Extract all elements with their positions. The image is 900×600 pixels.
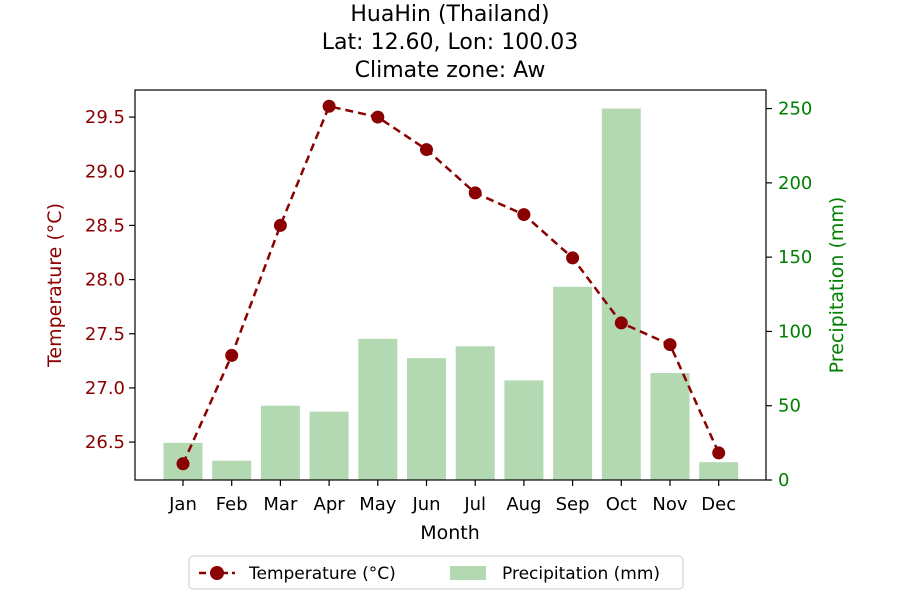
temperature-line (181, 104, 720, 465)
temperature-point-jul (468, 186, 482, 200)
left-tick-label: 26.5 (85, 432, 125, 453)
left-tick-label: 28.0 (85, 270, 125, 291)
temperature-point-sep (566, 251, 580, 265)
precipitation-bar-sep (553, 286, 593, 480)
temperature-point-dec (712, 446, 726, 460)
temperature-point-jan (176, 457, 190, 471)
x-tick-label: Jun (411, 494, 440, 515)
precipitation-bar-apr (309, 411, 349, 480)
legend-temperature-label: Temperature (°C) (248, 564, 396, 584)
x-axis-label: Month (420, 522, 480, 544)
chart-title: HuaHin (Thailand) Lat: 12.60, Lon: 100.0… (322, 2, 578, 83)
right-tick-label: 200 (778, 173, 812, 194)
left-y-axis-label: Temperature (°C) (44, 203, 66, 368)
left-tick-label: 29.5 (85, 107, 125, 128)
temperature-point-jun (420, 143, 433, 157)
precipitation-bar-dec (699, 462, 739, 480)
x-tick-label: Oct (606, 494, 637, 515)
left-tick-label: 29.0 (85, 161, 125, 182)
left-tick-label: 28.5 (85, 215, 125, 236)
x-tick-label: Jan (168, 494, 197, 515)
right-tick-label: 50 (778, 396, 801, 417)
precipitation-bar-aug (504, 380, 544, 480)
precipitation-bar-feb (212, 460, 252, 480)
left-tick-label: 27.5 (85, 324, 125, 345)
x-tick-label: May (359, 494, 397, 515)
precipitation-bar-mar (260, 405, 300, 480)
right-y-axis-label: Precipitation (mm) (826, 197, 848, 374)
temperature-point-may (371, 110, 385, 124)
left-y-axis: 26.5 27.0 27.5 28.0 28.5 29.0 29.5 (85, 107, 135, 453)
precipitation-bar-oct (601, 108, 641, 481)
precipitation-bar-nov (650, 373, 690, 480)
temperature-point-feb (225, 348, 239, 362)
x-tick-label: Feb (216, 494, 248, 515)
x-tick-label: Jul (463, 494, 486, 515)
x-axis: Jan Feb Mar Apr May Jun Jul Aug Sep Oct Nov Dec (168, 480, 736, 515)
legend-frame (188, 555, 684, 590)
x-tick-label: Sep (556, 494, 590, 515)
left-tick-label: 27.0 (85, 378, 125, 399)
legend: Temperature (°C) Precipitation (mm) (188, 555, 684, 590)
legend-precipitation-swatch (450, 566, 486, 580)
plot-frame (134, 89, 767, 481)
precipitation-bars (163, 108, 739, 481)
temperature-point-aug (517, 208, 531, 222)
precipitation-bar-jul (455, 346, 495, 480)
precipitation-bar-jun (407, 358, 446, 480)
temperature-point-apr (322, 99, 336, 113)
right-tick-label: 0 (778, 470, 789, 491)
legend-temperature-marker (210, 566, 224, 580)
x-tick-label: Mar (263, 494, 298, 515)
title-line-coordinates: Lat: 12.60, Lon: 100.03 (322, 30, 578, 55)
temperature-series (176, 99, 726, 471)
right-tick-label: 250 (778, 99, 812, 120)
right-tick-label: 150 (778, 247, 812, 268)
x-tick-label: Aug (506, 494, 541, 515)
temperature-point-mar (273, 218, 287, 232)
temperature-point-oct (614, 316, 628, 330)
x-tick-label: Dec (701, 494, 736, 515)
x-tick-label: Nov (652, 494, 687, 515)
title-line-location: HuaHin (Thailand) (350, 2, 549, 27)
right-tick-label: 100 (778, 321, 812, 342)
legend-precipitation-label: Precipitation (mm) (502, 564, 660, 584)
temperature-point-nov (663, 338, 677, 352)
right-y-axis: 0 50 100 150 200 250 (766, 99, 812, 491)
title-line-climate-zone: Climate zone: Aw (355, 58, 546, 83)
x-tick-label: Apr (314, 494, 346, 515)
precipitation-bar-may (358, 338, 398, 480)
